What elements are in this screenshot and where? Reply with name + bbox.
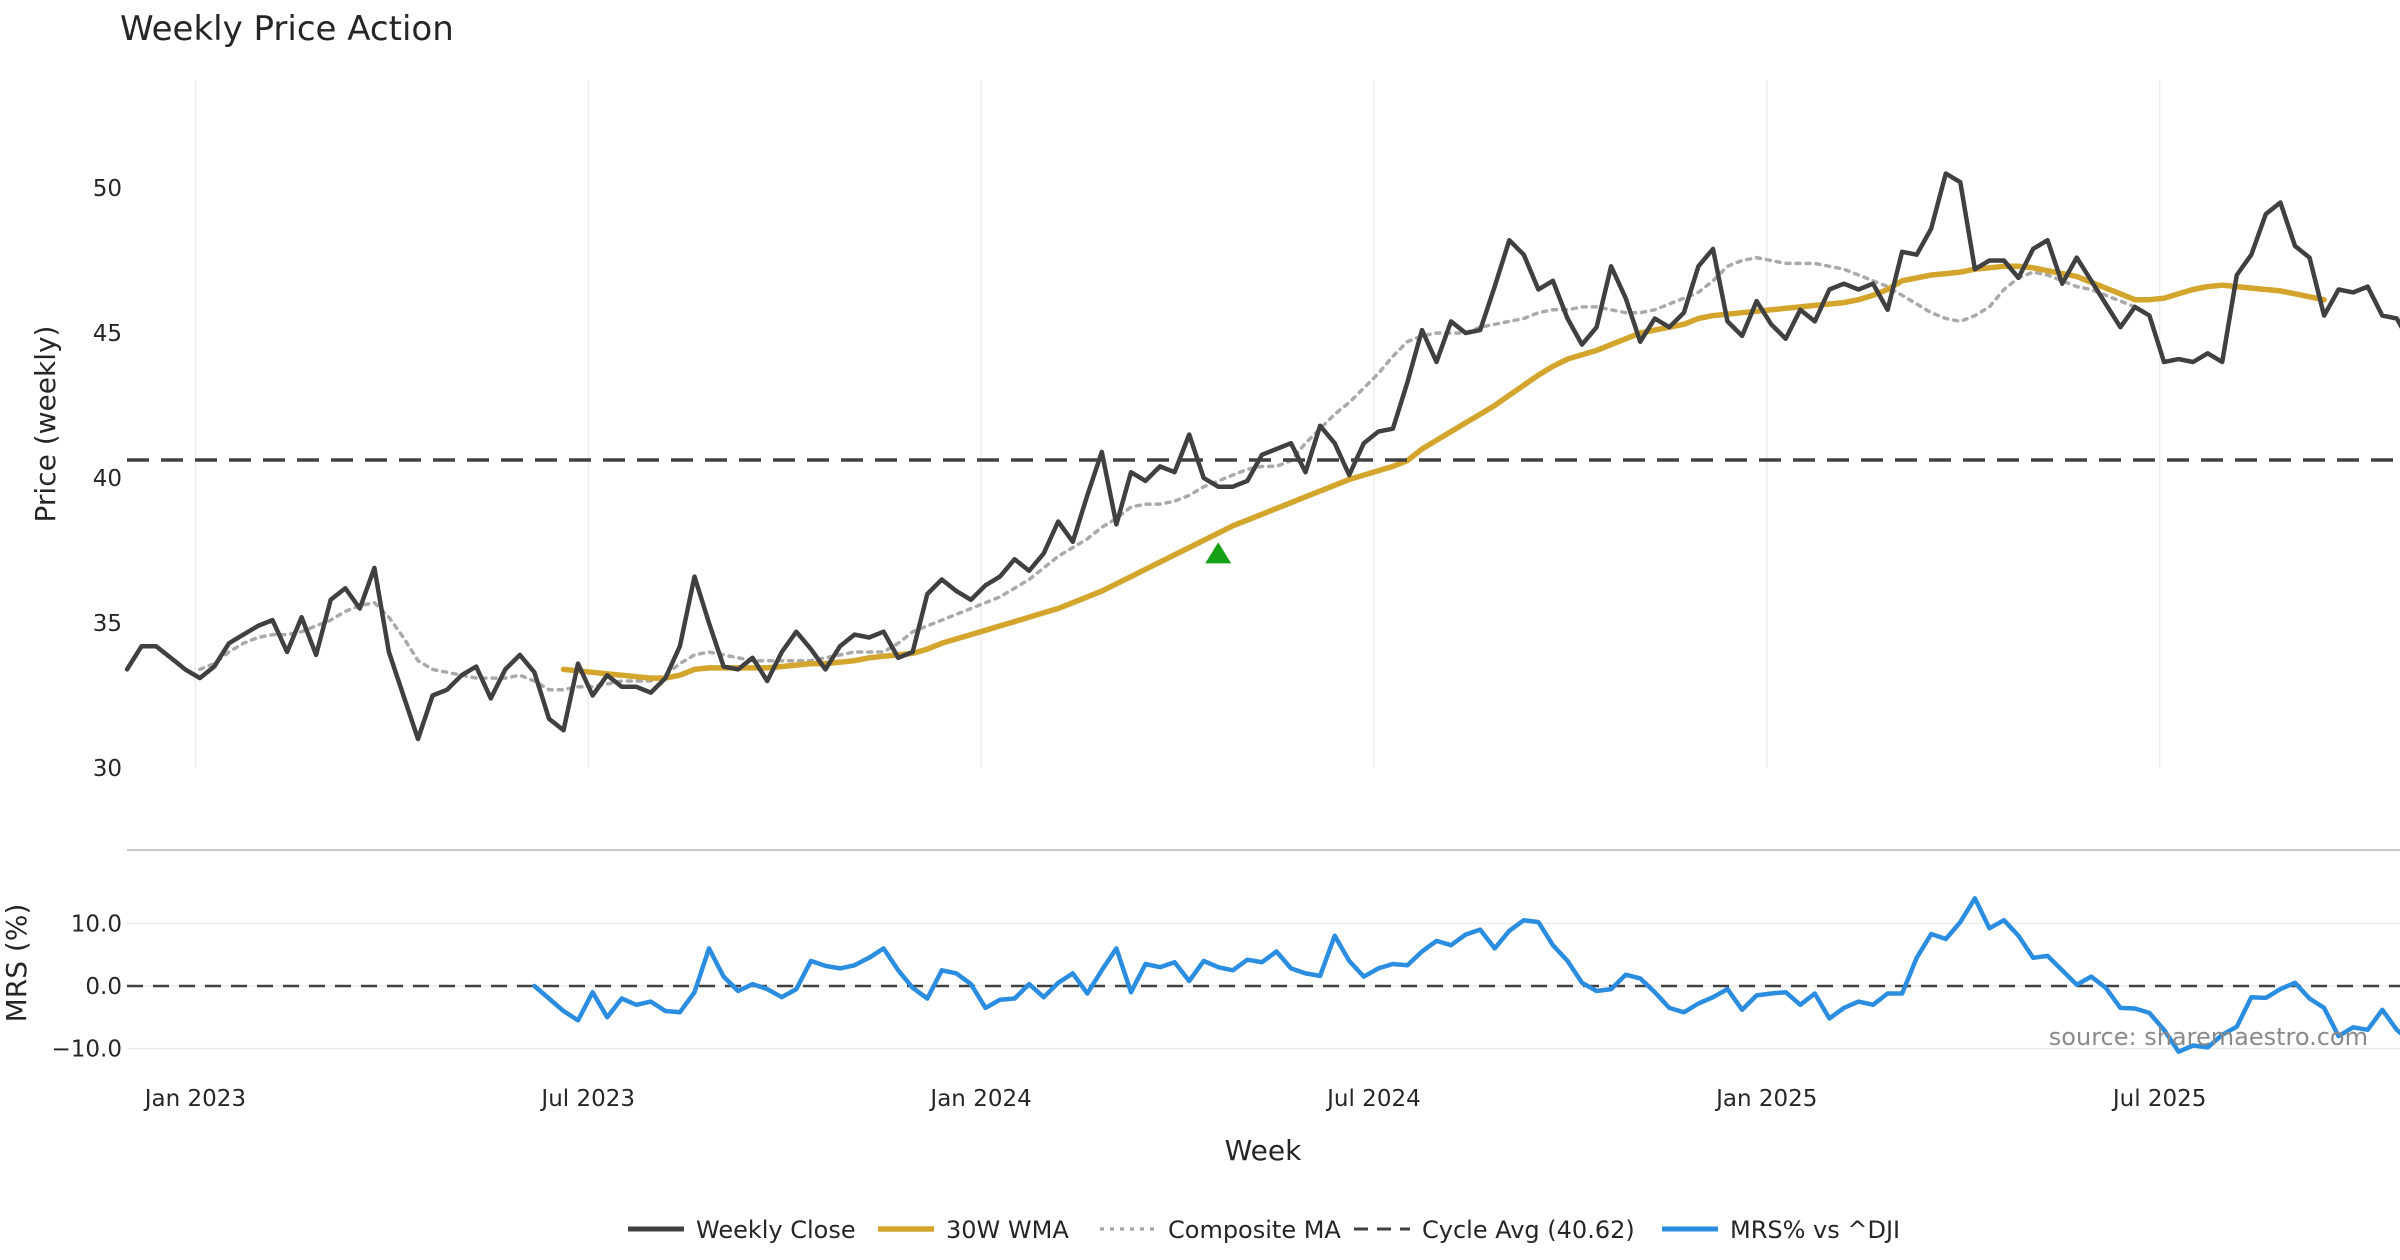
- series-weekly-close: [124, 171, 2400, 742]
- series-30w-wma: [560, 263, 2327, 681]
- legend-label-mrs-vs-dji: MRS% vs ^DJI: [1730, 1216, 1900, 1244]
- price-y-tick-50: 50: [93, 176, 122, 202]
- price-y-tick-35: 35: [93, 611, 122, 637]
- legend-item-cycle-avg-40-62: Cycle Avg (40.62): [1354, 1216, 1635, 1244]
- buy-signal-marker: [1205, 542, 1232, 564]
- price-series-group: [124, 171, 2400, 742]
- price-y-tick-40: 40: [93, 466, 122, 492]
- legend-label-composite-ma: Composite MA: [1168, 1216, 1341, 1244]
- legend-item-mrs-vs-dji: MRS% vs ^DJI: [1662, 1216, 1900, 1244]
- series-composite-ma: [198, 255, 2137, 692]
- mrs-y-tick-10-0: 10.0: [71, 911, 122, 937]
- legend-item-composite-ma: Composite MA: [1100, 1216, 1341, 1244]
- legend-label-30w-wma: 30W WMA: [946, 1216, 1069, 1244]
- x-tick-jul-2025: Jul 2025: [2111, 1086, 2207, 1112]
- x-tick-labels: Jan 2023 Jul 2023 Jan 2024 Jul 2024 Jan 2025…: [143, 1086, 2207, 1112]
- x-axis-label: Week: [1225, 1134, 1302, 1167]
- price-panel-grid: [194, 80, 2161, 768]
- legend-item-30w-wma: 30W WMA: [878, 1216, 1069, 1244]
- price-y-axis-label: Price (weekly): [29, 326, 62, 523]
- mrs-y-tick-0-0: 0.0: [85, 974, 122, 1000]
- chart-legend: Weekly Close 30W WMA Composite MA Cycle Avg…: [628, 1216, 1900, 1244]
- price-y-tick-labels: 30 35 40 45 50: [93, 176, 122, 782]
- mrs-y-axis-label: MRS (%): [0, 904, 33, 1023]
- legend-label-cycle-avg-40-62: Cycle Avg (40.62): [1422, 1216, 1635, 1244]
- series-mrs-vs-dji: [532, 896, 2400, 1054]
- x-tick-jul-2024: Jul 2024: [1325, 1086, 1421, 1112]
- price-y-tick-30: 30: [93, 756, 122, 782]
- x-tick-jan-2023: Jan 2023: [143, 1086, 246, 1112]
- price-y-tick-45: 45: [93, 321, 122, 347]
- legend-label-weekly-close: Weekly Close: [696, 1216, 856, 1244]
- x-tick-jan-2025: Jan 2025: [1714, 1086, 1817, 1112]
- legend-item-weekly-close: Weekly Close: [628, 1216, 856, 1244]
- source-note: source: sharemaestro.com: [2049, 1023, 2368, 1051]
- mrs-y-tick-10-0: −10.0: [52, 1037, 122, 1063]
- x-tick-jan-2024: Jan 2024: [928, 1086, 1031, 1112]
- chart-title: Weekly Price Action: [120, 9, 454, 49]
- mrs-y-tick-labels: 10.0 0.0 −10.0: [52, 911, 122, 1062]
- mrs-series-group: [532, 896, 2400, 1054]
- x-tick-jul-2023: Jul 2023: [539, 1086, 635, 1112]
